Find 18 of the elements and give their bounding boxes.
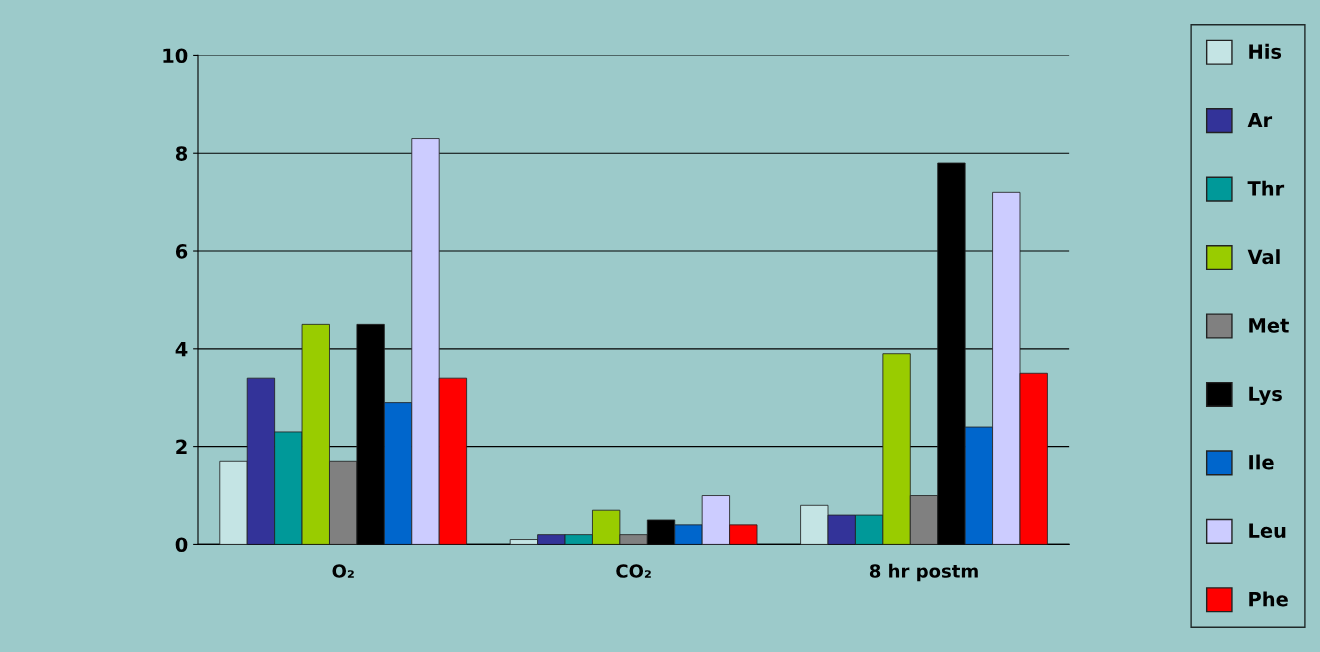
y-tick-label: 8 <box>175 146 188 161</box>
y-tick-label: 2 <box>176 439 187 455</box>
legend-label: Lys <box>1249 386 1282 406</box>
x-tick-label: O₂ <box>332 564 354 578</box>
legend-label: Val <box>1247 249 1280 265</box>
x-tick-label: 8 hr postm <box>869 563 978 582</box>
legend-label: Thr <box>1247 180 1285 196</box>
y-tick-label: 0 <box>175 537 188 553</box>
x-tick-label: CO₂ <box>616 564 651 578</box>
legend-label: His <box>1249 43 1282 59</box>
legend-label: Leu <box>1249 523 1286 539</box>
legend-label: Ar <box>1247 112 1273 128</box>
legend-label: Phe <box>1249 591 1288 607</box>
y-tick-label: 10 <box>163 48 188 64</box>
legend-label: Met <box>1249 318 1289 333</box>
legend-label: Ile <box>1249 454 1274 470</box>
y-tick-label: 4 <box>175 342 188 357</box>
y-tick-label: 6 <box>175 243 188 259</box>
